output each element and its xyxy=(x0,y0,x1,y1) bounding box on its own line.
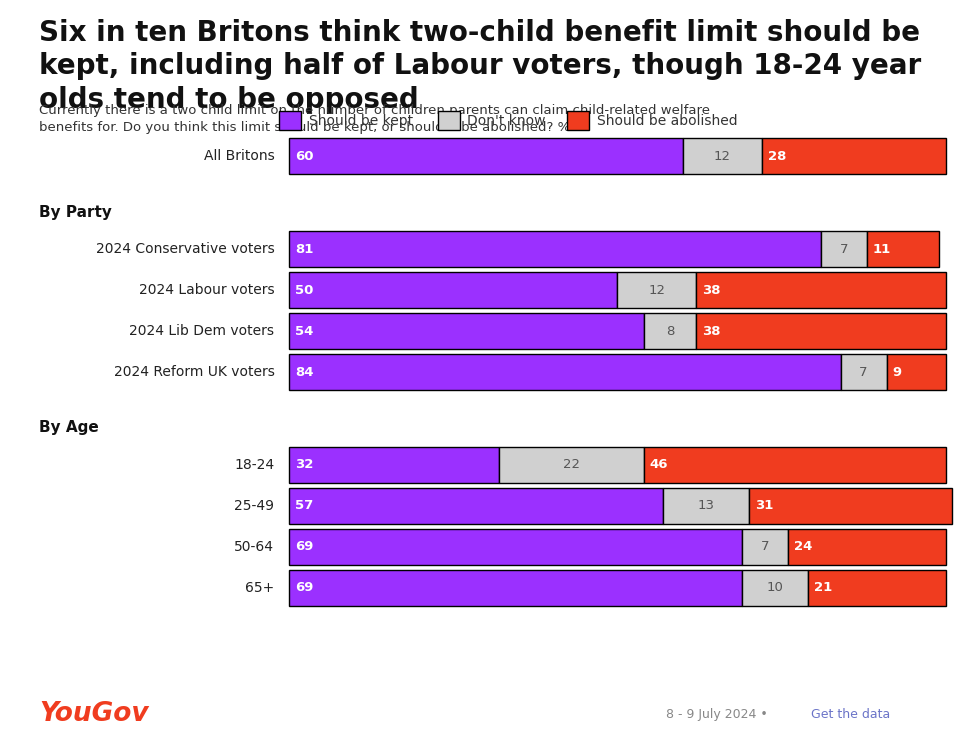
Text: 7: 7 xyxy=(859,365,868,379)
Text: Should be kept: Should be kept xyxy=(309,114,413,127)
Text: 2024 Lib Dem voters: 2024 Lib Dem voters xyxy=(129,324,274,338)
Text: 69: 69 xyxy=(295,581,314,594)
Text: 46: 46 xyxy=(650,458,668,472)
Text: 12: 12 xyxy=(714,150,731,163)
Text: 9: 9 xyxy=(893,365,902,379)
Text: 21: 21 xyxy=(813,581,832,594)
Text: 28: 28 xyxy=(767,150,786,163)
Text: 2024 Labour voters: 2024 Labour voters xyxy=(139,283,274,297)
Text: 31: 31 xyxy=(755,499,773,513)
Text: 54: 54 xyxy=(295,324,314,338)
Text: 11: 11 xyxy=(873,243,891,256)
Text: 13: 13 xyxy=(698,499,714,513)
Text: Don't know: Don't know xyxy=(467,114,546,127)
Text: 8 - 9 July 2024 •: 8 - 9 July 2024 • xyxy=(666,708,772,721)
Text: 2024 Reform UK voters: 2024 Reform UK voters xyxy=(114,365,274,379)
Text: 7: 7 xyxy=(760,540,769,554)
Text: 25-49: 25-49 xyxy=(234,499,274,513)
Text: 7: 7 xyxy=(840,243,848,256)
Text: 22: 22 xyxy=(563,458,580,472)
Text: 65+: 65+ xyxy=(245,581,274,594)
Text: Currently there is a two child limit on the number of children parents can claim: Currently there is a two child limit on … xyxy=(39,104,710,134)
Text: 24: 24 xyxy=(794,540,812,554)
Text: 60: 60 xyxy=(295,150,314,163)
Text: 10: 10 xyxy=(766,581,783,594)
Text: 8: 8 xyxy=(665,324,674,338)
Text: By Age: By Age xyxy=(39,420,99,435)
Text: 84: 84 xyxy=(295,365,314,379)
Text: All Britons: All Britons xyxy=(204,150,274,163)
Text: YouGov: YouGov xyxy=(39,702,149,727)
Text: Six in ten Britons think two-child benefit limit should be
kept, including half : Six in ten Britons think two-child benef… xyxy=(39,19,921,114)
Text: 38: 38 xyxy=(702,283,720,297)
Text: 2024 Conservative voters: 2024 Conservative voters xyxy=(96,243,274,256)
Text: 69: 69 xyxy=(295,540,314,554)
Text: By Party: By Party xyxy=(39,205,112,219)
Text: 50-64: 50-64 xyxy=(234,540,274,554)
Text: 12: 12 xyxy=(649,283,665,297)
Text: Should be abolished: Should be abolished xyxy=(597,114,737,127)
Text: 50: 50 xyxy=(295,283,314,297)
Text: Get the data: Get the data xyxy=(811,708,891,721)
Text: 32: 32 xyxy=(295,458,314,472)
Text: 57: 57 xyxy=(295,499,314,513)
Text: 81: 81 xyxy=(295,243,314,256)
Text: 18-24: 18-24 xyxy=(234,458,274,472)
Text: 38: 38 xyxy=(702,324,720,338)
